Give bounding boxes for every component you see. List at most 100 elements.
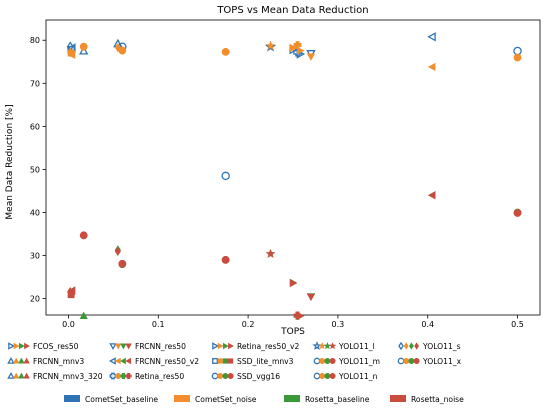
legend-marker (108, 357, 116, 365)
chart-title: TOPS vs Mean Data Reduction (216, 5, 368, 16)
legend-marker (212, 342, 220, 350)
data-point (67, 286, 76, 295)
x-tick-label: 0.4 (421, 320, 434, 329)
data-point (221, 47, 230, 56)
legend-marker (114, 343, 122, 350)
legend-marker (397, 357, 405, 365)
legend-marker (313, 372, 321, 380)
legend-marker (7, 371, 15, 379)
series-cometset-baseline (66, 32, 522, 181)
data-point (114, 246, 121, 256)
legend-marker (222, 358, 228, 364)
legend-model-label: FRCNN_res50_v2 (135, 357, 199, 366)
legend-marker (408, 357, 415, 364)
legend-marker (319, 372, 326, 379)
legend-marker (120, 372, 127, 380)
data-point (265, 248, 276, 258)
legend-marker (211, 372, 219, 380)
y-tick-label: 80 (30, 36, 40, 45)
y-tick-label: 70 (30, 79, 40, 88)
legend-model-label: YOLO11_l (338, 342, 375, 351)
legend-marker (329, 372, 336, 379)
data-point (427, 32, 436, 42)
legend-model-label: SSD_vgg16 (237, 372, 280, 381)
data-point (297, 46, 305, 55)
legend-model-retina-res50-v2: Retina_res50_v2 (212, 342, 299, 351)
legend-model-label: FCOS_res50 (33, 342, 79, 351)
legend-marker (12, 372, 20, 379)
data-point (67, 50, 76, 59)
legend-model-label: SSD_lite_mnv3 (237, 357, 294, 366)
legend-marker (324, 357, 331, 364)
data-point (289, 279, 298, 288)
legend-model-frcnn-mnv3-320: FRCNN_mnv3_320 (7, 371, 103, 381)
data-point (221, 255, 230, 264)
legend-marker (313, 357, 321, 365)
legend-marker (12, 357, 20, 364)
plot-area: 0.0 0.1 0.2 0.3 0.4 0.5 20 30 40 50 60 70 80 (30, 19, 541, 329)
legend-marker (228, 358, 234, 364)
data-point (79, 42, 88, 51)
legend-model-retina-res50: Retina_res50 (109, 372, 184, 381)
data-point (79, 231, 88, 240)
data-point (306, 53, 316, 61)
legend-swatch (174, 395, 190, 402)
data-point (79, 311, 88, 320)
series-rosetta-noise (67, 191, 522, 320)
legend-model-label: FRCNN_mnv3 (33, 357, 84, 366)
legend-dataset-label: Rosetta_baseline (305, 395, 370, 404)
legend: FCOS_res50 FRCNN_mnv3 FRCNN_mnv3_320 FRCNN_… (7, 341, 464, 404)
legend-model-frcnn-mnv3: FRCNN_mnv3 (7, 356, 84, 366)
series-cometset-noise (67, 40, 522, 72)
legend-marker (125, 357, 132, 365)
legend-swatch (390, 395, 406, 402)
legend-dataset-rosetta-noise: Rosetta_noise (390, 395, 464, 404)
legend-marker (24, 342, 30, 350)
x-tick-label: 0.2 (242, 320, 255, 329)
legend-marker (228, 342, 234, 350)
legend-model-yolo11-n: YOLO11_n (313, 372, 378, 381)
legend-marker (120, 343, 127, 350)
legend-model-label: YOLO11_m (338, 357, 380, 366)
legend-dataset-rosetta-baseline: Rosetta_baseline (284, 395, 370, 404)
data-point (114, 42, 121, 53)
legend-marker (323, 342, 332, 350)
legend-marker (18, 372, 25, 379)
legend-model-label: FRCNN_res50 (135, 342, 186, 351)
legend-marker (413, 357, 420, 364)
y-tick-label: 50 (30, 165, 40, 174)
legend-model-label: YOLO11_x (422, 357, 462, 366)
x-tick-label: 0.0 (62, 320, 75, 329)
legend-model-frcnn-res50-v2: FRCNN_res50_v2 (108, 357, 199, 366)
y-tick-label: 20 (30, 295, 40, 304)
y-axis-label: Mean Data Reduction [%] (5, 104, 15, 219)
legend-marker (409, 342, 414, 350)
data-point (118, 46, 127, 55)
data-point (513, 46, 522, 56)
legend-marker (328, 342, 337, 350)
legend-model-yolo11-l: YOLO11_l (312, 341, 375, 351)
legend-dataset-label: CometSet_baseline (85, 395, 158, 404)
legend-marker (403, 357, 410, 364)
data-point (306, 293, 316, 302)
y-tick-label: 30 (30, 252, 40, 261)
legend-marker (18, 357, 25, 364)
data-point (289, 43, 298, 53)
x-axis-label: TOPS (280, 327, 305, 337)
plot-frame (45, 19, 541, 316)
legend-marker (403, 342, 409, 350)
legend-marker (312, 341, 322, 350)
data-point (297, 311, 305, 320)
legend-model-label: Retina_res50 (135, 372, 184, 381)
legend-marker (125, 372, 132, 380)
legend-model-label: Retina_res50_v2 (237, 342, 299, 351)
legend-swatch (284, 395, 300, 402)
data-point (265, 40, 276, 50)
legend-model-fcos-res50: FCOS_res50 (8, 342, 79, 351)
x-tick-label: 0.1 (152, 320, 165, 329)
data-point (513, 209, 522, 217)
legend-model-ssd-lite-mnv3: SSD_lite_mnv3 (212, 357, 294, 366)
legend-dataset-cometset-noise: CometSet_noise (174, 395, 257, 404)
legend-model-label: YOLO11_n (338, 372, 378, 381)
